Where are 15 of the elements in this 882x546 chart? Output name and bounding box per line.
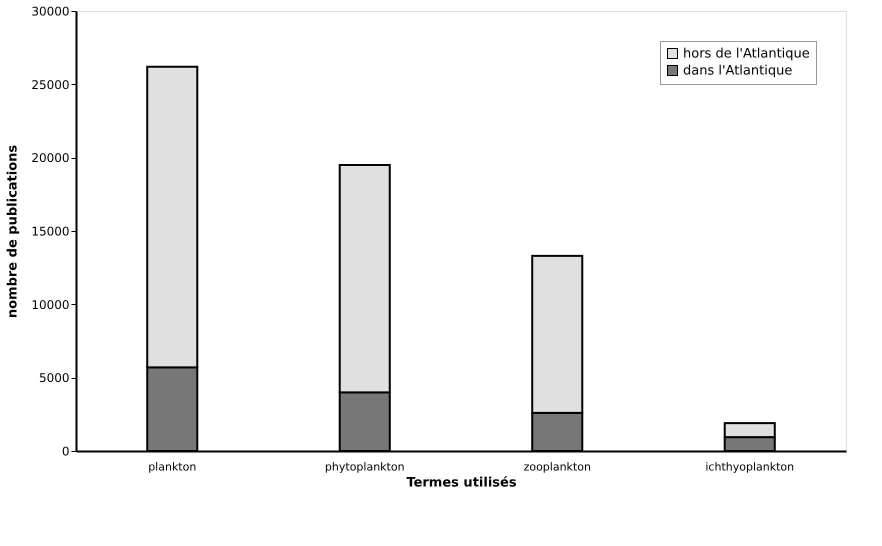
legend-label: dans l'Atlantique <box>683 64 792 78</box>
y-tick-label: 25000 <box>31 78 70 92</box>
y-tick-label: 10000 <box>31 298 70 312</box>
x-axis-title: Termes utilisés <box>406 476 517 490</box>
y-tick-label: 30000 <box>31 4 70 18</box>
x-tick-label: zooplankton <box>524 460 591 474</box>
x-tick-label: plankton <box>148 460 196 474</box>
x-tick-label: phytoplankton <box>324 460 405 474</box>
y-tick-label: 15000 <box>31 224 70 238</box>
y-tick-label: 5000 <box>38 371 70 386</box>
y-tick-label: 20000 <box>31 151 70 166</box>
x-tick-label: ichthyoplankton <box>705 460 794 474</box>
legend-label: hors de l'Atlantique <box>683 46 810 62</box>
y-axis-title: nombre de publications <box>5 144 20 318</box>
y-tick-label: 0 <box>62 444 70 458</box>
